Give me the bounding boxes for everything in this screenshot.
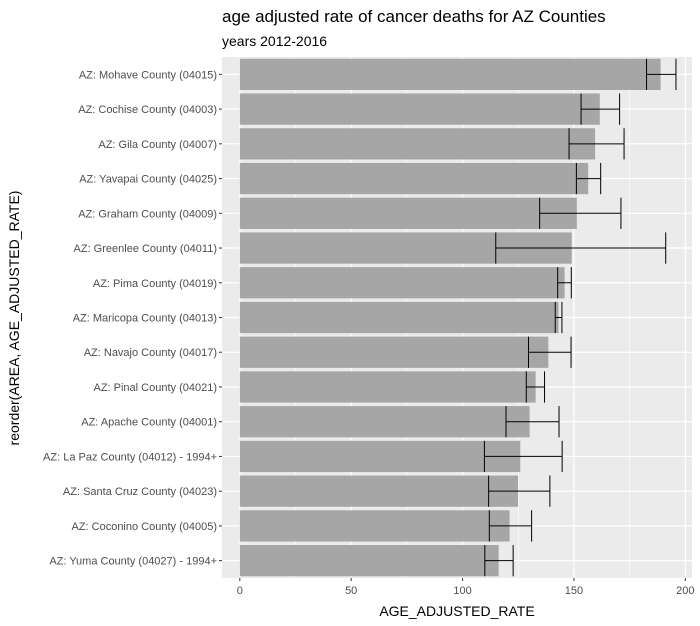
bar (239, 406, 530, 438)
y-tick-label: AZ: Yuma County (04027) - 1994+ (49, 556, 217, 568)
y-tick-label: AZ: Pima County (04019) (93, 278, 217, 290)
y-tick-label: AZ: Cochise County (04003) (78, 104, 217, 116)
chart-title: age adjusted rate of cancer deaths for A… (222, 7, 606, 26)
bar (239, 510, 510, 542)
y-tick-label: AZ: Santa Cruz County (04023) (63, 486, 217, 498)
y-tick-label: AZ: Gila County (04007) (98, 139, 217, 151)
x-tick-label: 200 (676, 585, 694, 597)
y-tick-label: AZ: Greenlee County (04011) (74, 243, 217, 255)
x-tick-labels: 0 50 100 150 200 (237, 578, 694, 597)
x-axis-label: AGE_ADJUSTED_RATE (379, 603, 534, 619)
y-tick-label: AZ: Yavapai County (04025) (79, 174, 217, 186)
bar (239, 475, 519, 507)
x-tick-label: 100 (453, 585, 471, 597)
x-tick-label: 150 (565, 585, 583, 597)
y-tick-label: AZ: Apache County (04001) (81, 417, 217, 429)
bar (239, 301, 559, 334)
y-tick-label: AZ: Maricopa County (04013) (73, 313, 217, 325)
bar (239, 128, 596, 160)
y-tick-label: AZ: Mohave County (04015) (79, 69, 217, 81)
bar (239, 93, 600, 125)
bar (239, 440, 521, 473)
bar (239, 162, 589, 195)
bar (239, 545, 499, 577)
y-tick-label: AZ: Pinal County (04021) (93, 382, 217, 394)
bar (239, 197, 577, 229)
bar (239, 58, 661, 90)
y-tick-label: AZ: La Paz County (04012) - 1994+ (43, 451, 217, 463)
y-tick-label: AZ: Navajo County (04017) (84, 347, 217, 359)
bar (239, 267, 565, 299)
y-axis-label: reorder(AREA, AGE_ADJUSTED_RATE) (6, 191, 22, 446)
y-tick-label: AZ: Coconino County (04005) (71, 521, 217, 533)
y-tick-label: AZ: Graham County (04009) (78, 208, 217, 220)
bar (239, 371, 536, 403)
x-tick-label: 0 (237, 585, 243, 597)
bar (239, 336, 549, 368)
x-tick-label: 50 (345, 585, 357, 597)
chart-subtitle: years 2012-2016 (222, 33, 327, 49)
bars (239, 58, 661, 577)
y-tick-labels: AZ: Mohave County (04015) AZ: Cochise Cou… (43, 69, 222, 568)
error-bars (483, 58, 677, 577)
